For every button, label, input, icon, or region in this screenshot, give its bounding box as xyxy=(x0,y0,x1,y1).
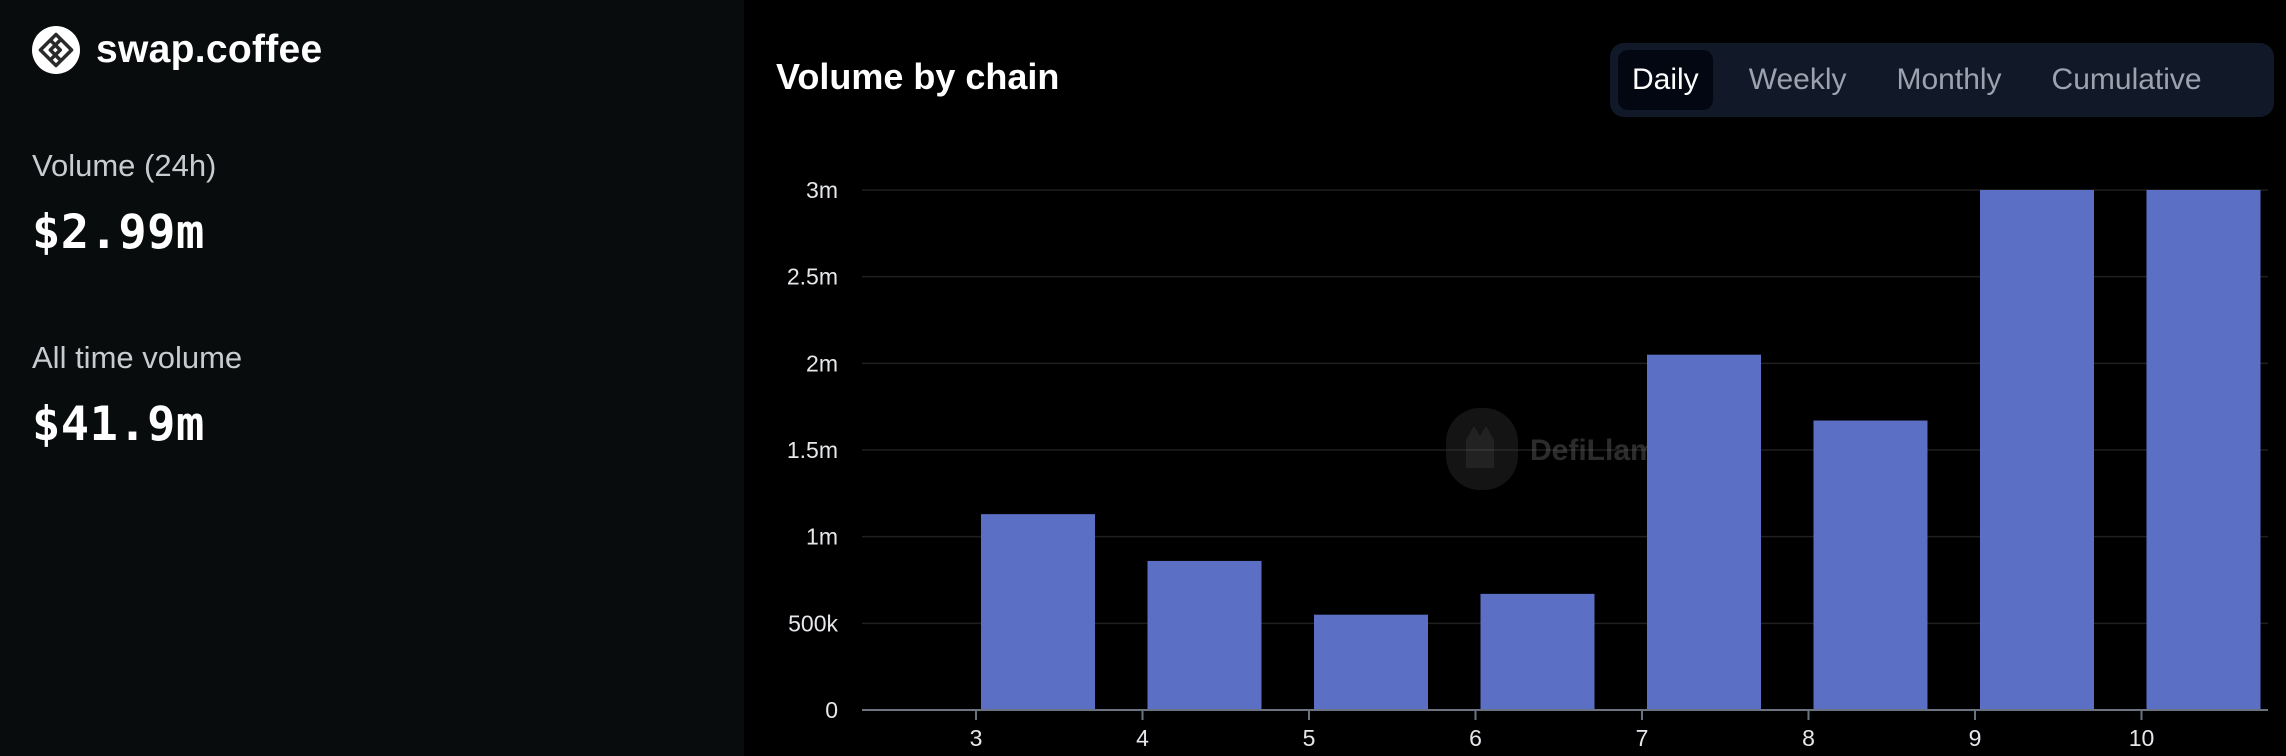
tab-cumulative[interactable]: Cumulative xyxy=(2051,63,2202,96)
bar-7[interactable] xyxy=(1647,354,1761,710)
y-tick-label: 1.5m xyxy=(787,437,838,463)
chart-panel: Volume by chain Daily Weekly Monthly Cum… xyxy=(744,0,2286,756)
y-tick-label: 2.5m xyxy=(787,264,838,290)
bar-4[interactable] xyxy=(1147,560,1262,710)
x-tick-label: 9 xyxy=(1969,725,1982,751)
bar-9[interactable] xyxy=(1980,190,2094,710)
tab-monthly[interactable]: Monthly xyxy=(1896,63,2002,96)
llama-icon xyxy=(1446,408,1518,490)
x-tick-label: 4 xyxy=(1136,725,1149,751)
period-tabs: Daily Weekly Monthly Cumulative xyxy=(1610,43,2274,117)
y-tick-label: 2m xyxy=(806,350,838,376)
axes: 0 500k 1m 1.5m 2m 2.5m 3m 3 4 5 6 7 8 9 10 xyxy=(787,177,2268,751)
bars xyxy=(981,190,2261,710)
watermark-text: DefiLlama xyxy=(1530,434,1674,467)
stats-panel: swap.coffee Volume (24h) $2.99m All time… xyxy=(0,0,744,756)
y-tick-label: 500k xyxy=(788,610,838,636)
x-tick-label: 5 xyxy=(1303,725,1316,751)
bar-8[interactable] xyxy=(1813,420,1928,710)
x-tick-label: 6 xyxy=(1469,725,1482,751)
y-tick-label: 3m xyxy=(806,177,838,203)
volume-bar-chart: DefiLlama 0 500k 1m 1.5m 2m 2.5m 3m 3 4 5 6 7 8 9 10 xyxy=(787,177,2268,751)
chart-title: Volume by chain xyxy=(776,56,1060,97)
defillama-watermark: DefiLlama xyxy=(1446,408,1674,490)
all-time-volume-value: $41.9m xyxy=(32,397,205,452)
volume-24h-label: Volume (24h) xyxy=(32,148,217,183)
x-tick-label: 7 xyxy=(1636,725,1649,751)
brand-name: swap.coffee xyxy=(96,28,323,71)
tab-weekly[interactable]: Weekly xyxy=(1748,63,1847,96)
swap-coffee-logo-icon xyxy=(32,26,80,74)
bar-6[interactable] xyxy=(1480,593,1595,710)
x-tick-label: 10 xyxy=(2129,725,2155,751)
bar-3[interactable] xyxy=(981,514,1095,710)
bar-10[interactable] xyxy=(2146,190,2261,710)
bar-5[interactable] xyxy=(1314,614,1428,710)
volume-24h-value: $2.99m xyxy=(32,205,205,260)
y-tick-label: 0 xyxy=(825,697,838,723)
brand[interactable]: swap.coffee xyxy=(32,26,323,74)
x-tick-label: 3 xyxy=(970,725,983,751)
all-time-volume-label: All time volume xyxy=(32,340,243,375)
y-tick-label: 1m xyxy=(806,524,838,550)
tab-daily[interactable]: Daily xyxy=(1618,50,1713,110)
x-tick-label: 8 xyxy=(1802,725,1815,751)
